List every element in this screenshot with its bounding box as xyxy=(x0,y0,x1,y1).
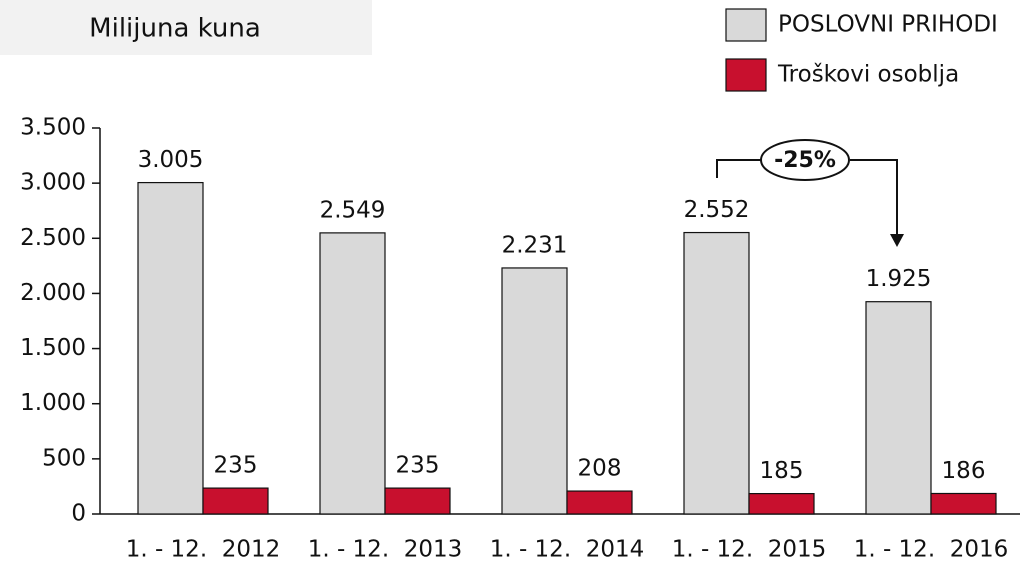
y-tick-label: 2.000 xyxy=(20,280,86,306)
annotation: -25% xyxy=(774,148,836,173)
x-tick-label: 1. - 12. 2012 xyxy=(126,537,281,563)
x-tick-label: 1. - 12. 2014 xyxy=(490,537,645,563)
bar xyxy=(501,267,568,515)
bar xyxy=(566,490,633,515)
bar xyxy=(683,231,750,515)
x-tick-label: 1. - 12. 2015 xyxy=(672,537,827,563)
bar xyxy=(865,301,932,515)
annotation-bracket xyxy=(716,159,898,238)
y-tick-label: 3.000 xyxy=(20,170,86,196)
value-label: 2.231 xyxy=(502,232,568,258)
y-tick-label: 3.500 xyxy=(20,115,86,141)
title-box xyxy=(0,0,372,55)
bar xyxy=(748,492,815,515)
bar xyxy=(319,232,386,515)
x-tick-label: 1. - 12. 2016 xyxy=(854,537,1009,563)
value-label: 3.005 xyxy=(138,147,204,173)
chart-title: Milijuna kuna xyxy=(89,14,261,44)
value-label: 1.925 xyxy=(866,266,932,292)
value-label: 235 xyxy=(396,453,440,479)
y-tick-label: 1.500 xyxy=(20,335,86,361)
legend-swatch xyxy=(725,58,767,92)
legend-label: POSLOVNI PRIHODI xyxy=(778,12,998,38)
bar xyxy=(137,181,204,515)
bar xyxy=(384,487,451,515)
y-tick-label: 1.000 xyxy=(20,390,86,416)
value-label: 208 xyxy=(578,456,622,482)
bar xyxy=(930,492,997,515)
y-tick-label: 500 xyxy=(42,445,86,471)
legend-swatch xyxy=(725,8,767,42)
y-tick-label: 2.500 xyxy=(20,225,86,251)
x-tick-label: 1. - 12. 2013 xyxy=(308,537,463,563)
annotation-oval xyxy=(760,139,850,181)
y-tick-label: 0 xyxy=(71,501,86,527)
value-label: 186 xyxy=(942,458,986,484)
value-label: 235 xyxy=(214,453,258,479)
value-label: 2.552 xyxy=(684,197,750,223)
legend-label: Troškovi osoblja xyxy=(777,62,959,88)
bar xyxy=(202,487,269,515)
value-label: 185 xyxy=(760,458,804,484)
annotation-arrow xyxy=(890,234,904,247)
value-label: 2.549 xyxy=(320,197,386,223)
